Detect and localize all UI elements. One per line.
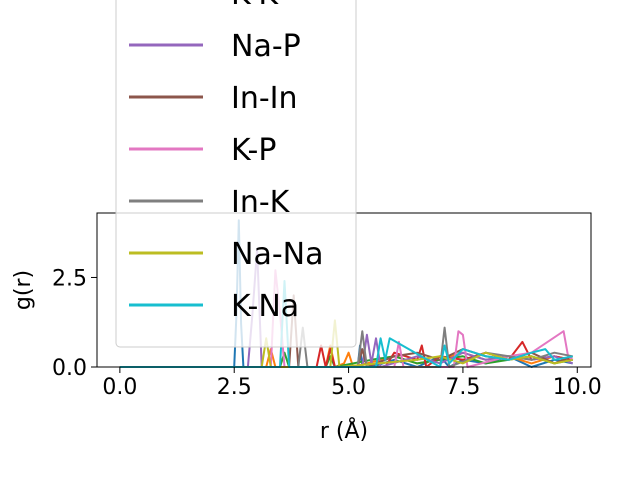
x-tick-label: 5.0 <box>331 375 366 400</box>
y-tick-label: 2.5 <box>52 266 87 291</box>
legend-label-k-na: K-Na <box>231 289 299 324</box>
legend-label-in-in: In-In <box>231 81 298 116</box>
legend-label-k-k: K-K <box>231 0 279 12</box>
legend-label-in-k: In-K <box>231 185 291 220</box>
x-tick-label: 0.0 <box>102 375 137 400</box>
x-axis-label: r (Å) <box>320 417 368 444</box>
series-line-na-na <box>119 319 573 368</box>
legend-box <box>115 0 357 348</box>
legend-label-k-p: K-P <box>231 133 276 168</box>
ticks: 0.0 2.5 5.0 7.5 10.0 0.0 2.5 <box>52 266 602 400</box>
x-tick-label: 10.0 <box>553 375 602 400</box>
x-tick-label: 7.5 <box>445 375 480 400</box>
y-tick-label: 0.0 <box>52 356 87 381</box>
legend-label-na-p: Na-P <box>231 29 301 64</box>
legend: K-K Na-P In-In K-P In-K Na-Na K-Na <box>115 0 357 348</box>
y-axis-label: g(r) <box>11 270 36 310</box>
legend-label-na-na: Na-Na <box>231 237 323 272</box>
series-line-k-na <box>119 280 573 368</box>
x-tick-label: 2.5 <box>217 375 252 400</box>
